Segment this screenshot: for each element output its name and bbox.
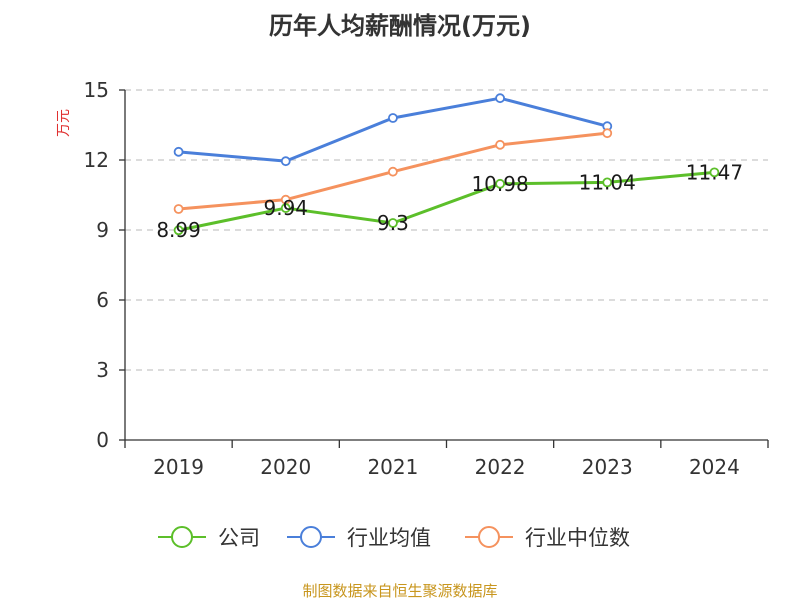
- x-tick-label: 2019: [153, 455, 204, 479]
- data-point: [388, 113, 398, 123]
- data-point: [602, 128, 613, 139]
- data-label: 10.98: [471, 172, 528, 196]
- x-tick-label: 2020: [260, 455, 311, 479]
- x-tick-label: 2023: [582, 455, 633, 479]
- y-tick-label: 0: [96, 428, 109, 452]
- data-point: [495, 93, 505, 104]
- x-tick-label: 2024: [689, 455, 740, 479]
- y-axis-ticks: 0 3 6 9 12 15: [84, 78, 125, 452]
- x-tick-label: 2022: [475, 455, 526, 479]
- grid-lines: [125, 89, 768, 371]
- legend-label-1: 行业均值: [347, 526, 431, 550]
- y-tick-label: 3: [96, 358, 109, 382]
- series-line-0: [178, 170, 715, 232]
- series-line-1: [178, 96, 608, 163]
- data-point: [495, 139, 505, 150]
- y-tick-label: 6: [96, 288, 109, 312]
- data-label: 9.3: [377, 211, 409, 235]
- chart-title: 历年人均薪酬情况(万元): [269, 12, 531, 40]
- y-tick-label: 15: [84, 78, 109, 102]
- legend-label-2: 行业中位数: [525, 526, 630, 550]
- x-axis-ticks: 2019 2020 2021 2022 2023 2024: [124, 440, 769, 479]
- legend-marker-1: [300, 526, 322, 548]
- data-point: [280, 203, 291, 213]
- data-point: [280, 156, 291, 167]
- data-labels: 8.99 9.94 9.3 10.98 11.04 11.47: [156, 160, 743, 242]
- y-tick-label: 12: [84, 148, 109, 172]
- legend: 公司 行业均值 行业中位数: [158, 526, 630, 550]
- data-point: [602, 177, 613, 188]
- x-tick-label: 2021: [367, 455, 418, 479]
- legend-label-0: 公司: [218, 526, 260, 550]
- data-point: [173, 204, 184, 214]
- data-point: [173, 225, 184, 236]
- source-note: 制图数据来自恒生聚源数据库: [302, 582, 498, 600]
- data-label: 9.94: [263, 196, 308, 220]
- y-tick-label: 9: [96, 218, 109, 242]
- data-point: [495, 178, 505, 189]
- data-label: 11.04: [579, 170, 636, 194]
- legend-marker-0: [171, 526, 193, 548]
- data-point: [388, 166, 398, 177]
- data-label: 8.99: [156, 218, 201, 242]
- data-label: 11.47: [686, 160, 743, 184]
- axes: [124, 90, 768, 441]
- legend-marker-2: [478, 526, 500, 548]
- data-point: [709, 167, 720, 178]
- data-point: [388, 218, 398, 228]
- y-axis-label: 万元: [56, 109, 72, 137]
- series-group: [173, 93, 720, 236]
- data-point: [173, 146, 184, 157]
